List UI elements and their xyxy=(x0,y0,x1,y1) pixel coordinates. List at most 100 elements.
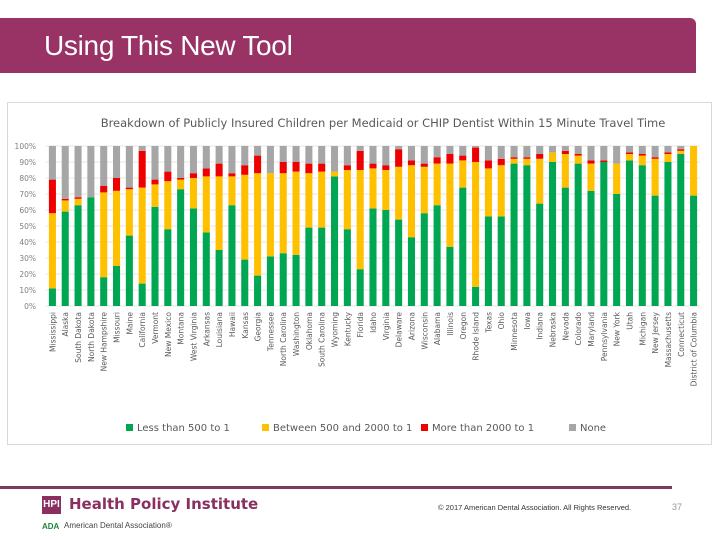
bar-segment-red xyxy=(446,154,454,164)
y-tick-label: 0% xyxy=(24,302,36,311)
title-bar xyxy=(0,18,696,73)
bar-segment-green xyxy=(356,269,364,306)
bar-segment-red xyxy=(587,160,595,164)
bar-segment-green xyxy=(497,216,505,306)
bar-segment-red xyxy=(407,160,415,166)
bar-segment-green xyxy=(677,154,685,306)
x-tick-label: Rhode Island xyxy=(472,312,481,361)
bar-segment-red xyxy=(677,149,685,151)
bar-segment-red xyxy=(125,187,133,190)
bar-segment-yellow xyxy=(510,158,518,164)
bar-segment-yellow xyxy=(215,176,223,250)
bar-segment-yellow xyxy=(625,154,633,161)
bar-segment-green xyxy=(331,176,339,306)
bar-segment-green xyxy=(587,190,595,306)
bar-segment-green xyxy=(343,229,351,306)
x-tick-label: Michigan xyxy=(638,312,647,346)
bar-segment-yellow xyxy=(549,152,557,162)
x-tick-label: Mississippi xyxy=(48,312,57,352)
x-tick-label: Kansas xyxy=(241,312,250,339)
bar-segment-gray xyxy=(382,146,390,166)
x-tick-label: Colorado xyxy=(574,312,583,346)
bar-segment-green xyxy=(241,259,249,306)
bar-segment-gray xyxy=(164,146,172,172)
x-tick-label: Minnesota xyxy=(510,312,519,351)
bar-segment-green xyxy=(177,189,185,306)
bar-segment-yellow xyxy=(613,163,621,194)
bar-segment-green xyxy=(638,165,646,306)
bar-segment-yellow xyxy=(279,173,287,254)
bar-segment-red xyxy=(138,150,146,188)
bar-segment-yellow xyxy=(48,213,56,289)
bar-segment-red xyxy=(164,171,172,182)
bar-segment-gray xyxy=(651,146,659,158)
bar-segment-red xyxy=(61,198,69,201)
bar-segment-red xyxy=(48,179,56,214)
bar-segment-yellow xyxy=(459,160,467,188)
bar-segment-red xyxy=(574,154,582,156)
x-tick-label: Maryland xyxy=(587,312,596,347)
bar-segment-red xyxy=(254,155,262,174)
bar-segment-green xyxy=(484,216,492,306)
bar-segment-green xyxy=(382,210,390,306)
bar-segment-red xyxy=(420,163,428,167)
legend-swatch xyxy=(126,424,133,431)
x-tick-label: Florida xyxy=(356,312,365,338)
bar-segment-red xyxy=(472,147,480,162)
legend-label: None xyxy=(580,423,606,434)
bar-segment-yellow xyxy=(164,181,172,230)
bar-segment-red xyxy=(433,157,441,164)
footer-divider xyxy=(0,486,672,489)
x-tick-label: Illinois xyxy=(446,312,455,336)
bar-segment-green xyxy=(446,246,454,306)
bar-segment-green xyxy=(690,195,698,306)
page-number: 37 xyxy=(672,502,683,512)
x-tick-label: New York xyxy=(613,311,622,346)
x-tick-label: Ohio xyxy=(497,312,506,330)
bar-segment-green xyxy=(138,283,146,306)
bar-segment-green xyxy=(164,229,172,306)
bar-segment-red xyxy=(279,162,287,174)
bar-segment-green xyxy=(420,213,428,306)
bar-segment-yellow xyxy=(241,174,249,260)
y-tick-label: 80% xyxy=(19,174,36,183)
bar-segment-yellow xyxy=(690,146,698,196)
y-tick-label: 10% xyxy=(19,286,36,295)
bar-segment-yellow xyxy=(356,170,364,270)
bar-segment-gray xyxy=(677,146,685,150)
bar-segment-yellow xyxy=(292,171,300,255)
x-tick-label: Arkansas xyxy=(202,312,211,346)
stacked-bar-chart: Breakdown of Publicly Insured Children p… xyxy=(15,116,700,434)
x-tick-label: Louisiana xyxy=(215,312,224,347)
y-tick-label: 50% xyxy=(19,222,36,231)
x-tick-label: Oklahoma xyxy=(305,312,314,350)
x-tick-label: Montana xyxy=(177,312,186,345)
bar-segment-gray xyxy=(664,146,672,153)
bar-segment-yellow xyxy=(343,170,351,230)
bar-segment-green xyxy=(100,277,108,306)
bar-segment-green xyxy=(215,250,223,306)
ada-logo-text: American Dental Association® xyxy=(64,521,172,530)
x-tick-label: North Dakota xyxy=(87,312,96,362)
bar-segment-gray xyxy=(472,146,480,148)
legend-swatch xyxy=(421,424,428,431)
bar-segment-gray xyxy=(138,146,146,151)
x-tick-label: Texas xyxy=(484,312,493,334)
bar-segment-green xyxy=(113,266,121,306)
legend-swatch xyxy=(262,424,269,431)
bar-segment-yellow xyxy=(472,162,480,287)
bar-segment-green xyxy=(613,194,621,306)
bar-segment-gray xyxy=(177,146,185,178)
chart-title: Breakdown of Publicly Insured Children p… xyxy=(101,116,666,130)
x-tick-label: Alaska xyxy=(61,312,70,337)
bar-segment-yellow xyxy=(420,166,428,214)
bar-segment-gray xyxy=(510,146,518,158)
bar-segment-red xyxy=(638,154,646,156)
bar-segment-green xyxy=(459,187,467,306)
bar-segment-yellow xyxy=(638,155,646,166)
bar-segment-yellow xyxy=(446,163,454,247)
bar-segment-green xyxy=(74,205,82,306)
bar-segment-green xyxy=(407,237,415,306)
bar-segment-gray xyxy=(420,146,428,164)
bar-segment-gray xyxy=(446,146,454,154)
